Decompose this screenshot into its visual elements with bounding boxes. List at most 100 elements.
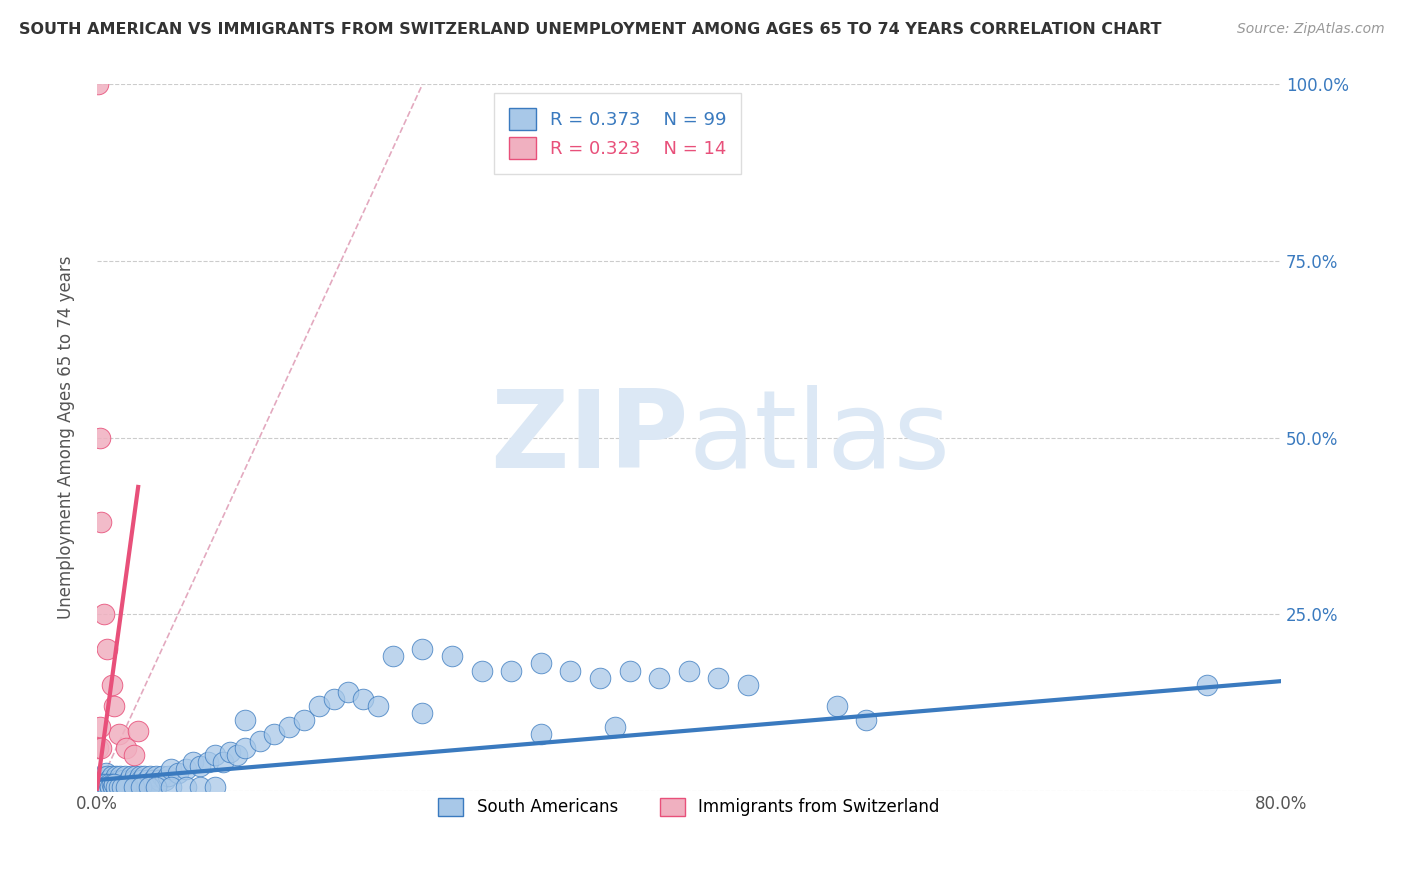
Point — [103, 772, 125, 787]
Point — [89, 430, 111, 444]
Point — [148, 772, 170, 787]
Point — [132, 769, 155, 783]
Point — [249, 734, 271, 748]
Point — [308, 698, 330, 713]
Point — [367, 698, 389, 713]
Point — [129, 772, 152, 787]
Point — [204, 748, 226, 763]
Point — [560, 664, 582, 678]
Point — [90, 515, 112, 529]
Point — [98, 780, 121, 794]
Point — [197, 756, 219, 770]
Point — [211, 756, 233, 770]
Point — [124, 769, 146, 783]
Point — [87, 741, 110, 756]
Point — [115, 741, 138, 756]
Point — [648, 671, 671, 685]
Point — [352, 691, 374, 706]
Point — [90, 769, 112, 783]
Point — [97, 772, 120, 787]
Point — [103, 776, 125, 790]
Point — [150, 769, 173, 783]
Point — [707, 671, 730, 685]
Point — [90, 780, 112, 794]
Point — [121, 776, 143, 790]
Point — [825, 698, 848, 713]
Point — [104, 780, 127, 794]
Point — [100, 678, 122, 692]
Point — [127, 723, 149, 738]
Point — [188, 759, 211, 773]
Point — [91, 772, 114, 787]
Point — [174, 763, 197, 777]
Point — [112, 772, 135, 787]
Point — [411, 706, 433, 720]
Point — [115, 780, 138, 794]
Point — [159, 763, 181, 777]
Point — [174, 780, 197, 794]
Point — [142, 772, 165, 787]
Point — [471, 664, 494, 678]
Point — [127, 772, 149, 787]
Point — [138, 780, 160, 794]
Point — [100, 769, 122, 783]
Point — [501, 664, 523, 678]
Point — [108, 780, 131, 794]
Point — [219, 745, 242, 759]
Point — [101, 780, 124, 794]
Point — [145, 769, 167, 783]
Point — [263, 727, 285, 741]
Legend: South Americans, Immigrants from Switzerland: South Americans, Immigrants from Switzer… — [430, 789, 948, 824]
Point — [381, 649, 404, 664]
Point — [125, 776, 148, 790]
Point — [97, 776, 120, 790]
Point — [156, 769, 179, 783]
Text: ZIP: ZIP — [491, 384, 689, 491]
Point — [110, 769, 132, 783]
Point — [855, 713, 877, 727]
Point — [337, 684, 360, 698]
Point — [96, 642, 118, 657]
Point — [91, 776, 114, 790]
Point — [233, 741, 256, 756]
Point — [159, 780, 181, 794]
Point — [167, 766, 190, 780]
Point — [278, 720, 301, 734]
Point — [322, 691, 344, 706]
Point — [96, 780, 118, 794]
Point — [101, 776, 124, 790]
Point — [87, 78, 110, 92]
Text: atlas: atlas — [689, 384, 950, 491]
Point — [94, 766, 117, 780]
Point — [104, 769, 127, 783]
Point — [204, 780, 226, 794]
Point — [603, 720, 626, 734]
Point — [226, 748, 249, 763]
Y-axis label: Unemployment Among Ages 65 to 74 years: Unemployment Among Ages 65 to 74 years — [58, 256, 75, 619]
Point — [181, 756, 204, 770]
Point — [153, 772, 176, 787]
Point — [233, 713, 256, 727]
Point — [440, 649, 463, 664]
Point — [94, 776, 117, 790]
Point — [678, 664, 700, 678]
Point — [122, 748, 145, 763]
Point — [589, 671, 612, 685]
Point — [737, 678, 759, 692]
Point — [530, 727, 553, 741]
Point — [111, 776, 134, 790]
Point — [145, 780, 167, 794]
Point — [114, 769, 136, 783]
Point — [89, 720, 111, 734]
Point — [122, 772, 145, 787]
Point — [103, 698, 125, 713]
Point — [115, 776, 138, 790]
Point — [120, 769, 142, 783]
Point — [111, 780, 134, 794]
Point — [188, 780, 211, 794]
Point — [98, 776, 121, 790]
Point — [411, 642, 433, 657]
Point — [108, 727, 131, 741]
Point — [93, 607, 115, 621]
Point — [139, 769, 162, 783]
